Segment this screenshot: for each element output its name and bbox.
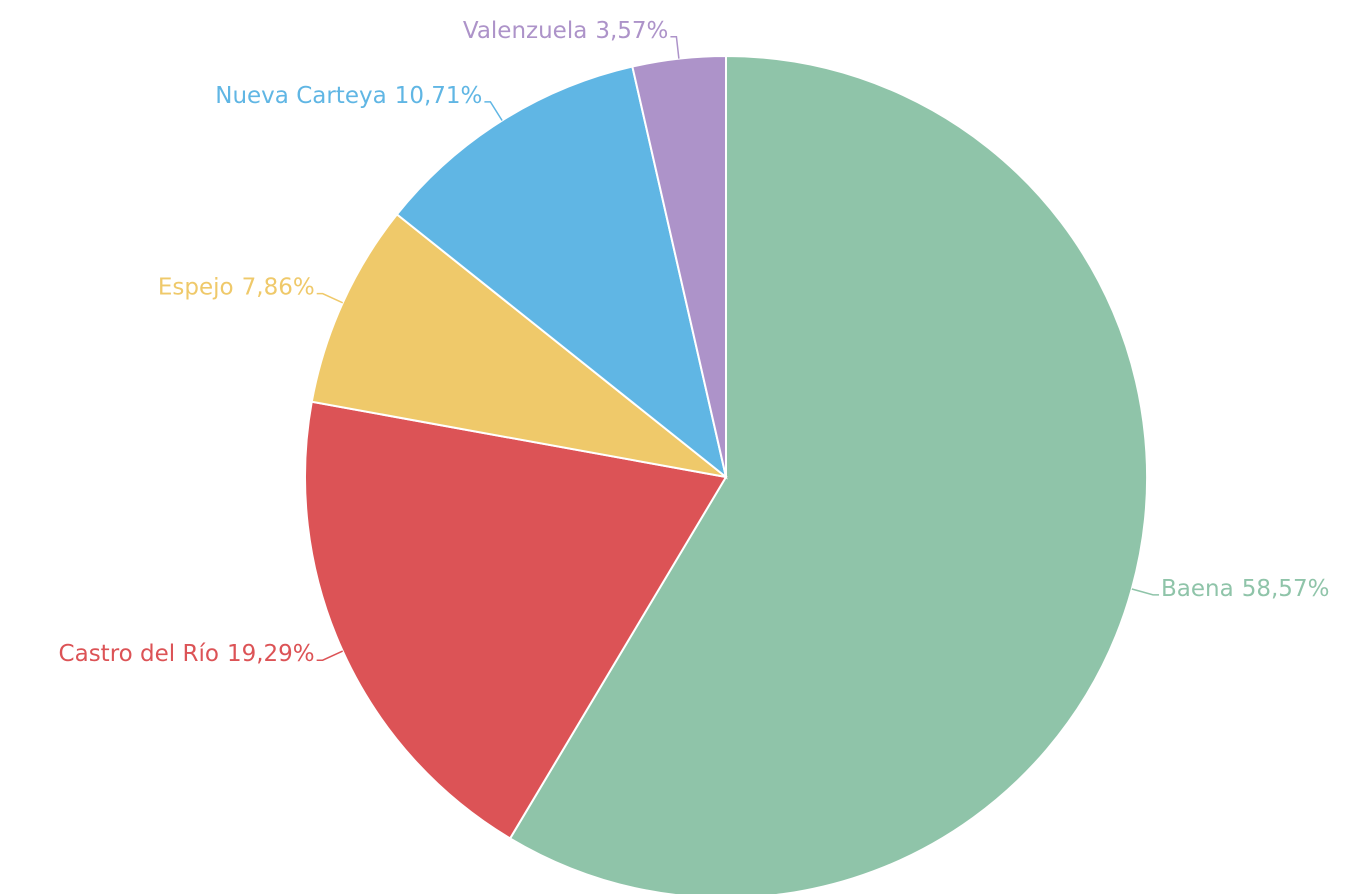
pie-slice <box>508 54 1148 894</box>
pie-slice <box>631 54 727 478</box>
slice-label: Castro del Río 19,29% <box>59 641 315 667</box>
leader-line <box>484 101 503 121</box>
pie-slice <box>395 65 728 480</box>
slice-value: 58,57% <box>1242 575 1330 601</box>
pie-slice <box>310 212 727 478</box>
slice-label: Espejo 7,86% <box>158 274 315 300</box>
slice-name: Nueva Carteya <box>215 82 386 108</box>
pie-slice <box>304 400 728 840</box>
slice-value: 19,29% <box>227 641 315 667</box>
slice-label: Nueva Carteya 10,71% <box>215 82 482 108</box>
slice-name: Castro del Río <box>59 641 219 667</box>
slice-name: Baena <box>1161 575 1234 601</box>
slice-value: 3,57% <box>595 17 668 43</box>
leader-line <box>1131 588 1160 596</box>
slice-value: 10,71% <box>395 82 483 108</box>
slice-value: 7,86% <box>242 274 315 300</box>
leader-line <box>670 36 680 59</box>
leader-line <box>316 292 344 304</box>
slice-name: Espejo <box>158 274 234 300</box>
leader-line <box>316 650 343 661</box>
slice-name: Valenzuela <box>463 17 587 43</box>
slice-label: Valenzuela 3,57% <box>463 17 669 43</box>
slice-label: Baena 58,57% <box>1161 575 1329 601</box>
